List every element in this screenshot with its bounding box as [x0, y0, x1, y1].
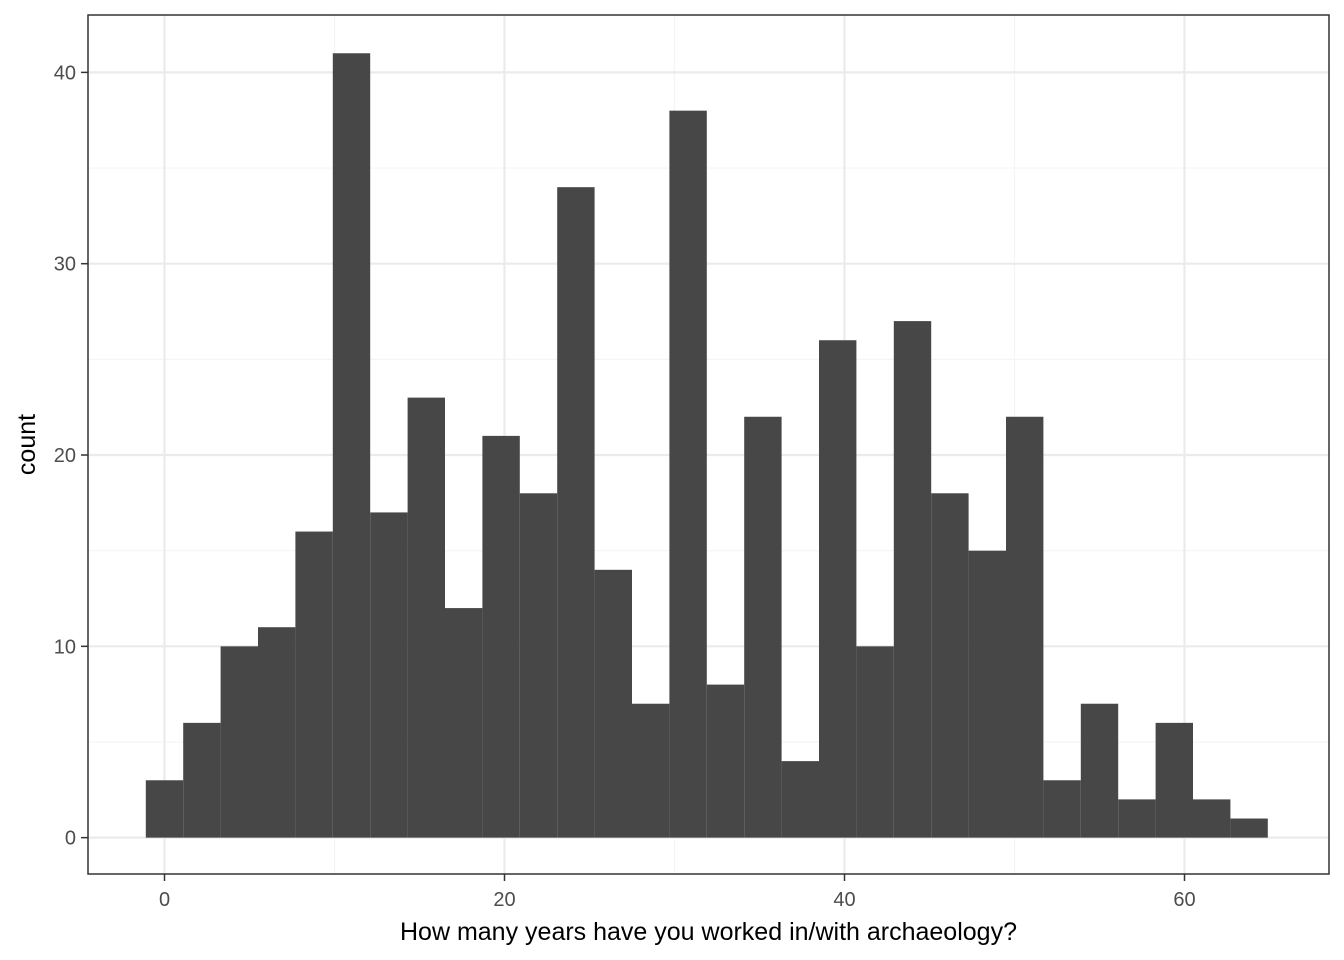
histogram-bar [1043, 780, 1081, 838]
histogram-bar [258, 627, 296, 838]
histogram-bar [145, 780, 184, 838]
histogram-bar [669, 110, 707, 838]
histogram-bars [145, 53, 1268, 838]
histogram-bar [632, 703, 670, 838]
histogram-bar [893, 321, 932, 838]
x-tick-label: 20 [493, 889, 515, 911]
histogram-bar [594, 569, 632, 838]
histogram-bar [856, 646, 894, 838]
histogram-bar [744, 416, 782, 838]
histogram-bar [557, 187, 595, 838]
histogram-bar [519, 493, 558, 838]
histogram-bar [1006, 416, 1044, 838]
histogram-bar [781, 761, 819, 838]
histogram-bar [482, 435, 520, 838]
histogram-bar [819, 340, 857, 838]
y-tick-label: 0 [65, 828, 76, 850]
panel-border [87, 14, 1330, 875]
histogram-bar [332, 53, 371, 838]
x-tick-label: 60 [1173, 889, 1195, 911]
histogram-bar [445, 608, 483, 838]
histogram-bar [1118, 799, 1156, 838]
y-tick-label: 30 [54, 254, 76, 276]
y-tick-label: 10 [54, 636, 76, 658]
y-tick-label: 40 [54, 62, 76, 84]
histogram-bar [1230, 818, 1268, 838]
y-tick-label: 20 [54, 445, 76, 467]
histogram-bar [1155, 722, 1193, 838]
histogram-bar [407, 397, 445, 838]
histogram-bar [1080, 703, 1119, 838]
histogram-bar [1193, 799, 1231, 838]
y-axis-ticks: 0 10 20 30 40 [54, 62, 88, 850]
histogram-bar [370, 512, 408, 838]
histogram-bar [706, 684, 745, 838]
histogram-bar [183, 722, 221, 838]
x-tick-label: 40 [833, 889, 855, 911]
x-axis-title: How many years have you worked in/with a… [400, 918, 1017, 946]
histogram-bar [220, 646, 258, 838]
histogram-bar [295, 531, 333, 838]
histogram-bar [931, 493, 969, 838]
histogram-bar [968, 550, 1006, 838]
x-tick-label: 0 [159, 889, 170, 911]
x-axis-ticks: 0 20 40 60 [159, 874, 1196, 911]
y-axis-title: count [13, 414, 41, 475]
